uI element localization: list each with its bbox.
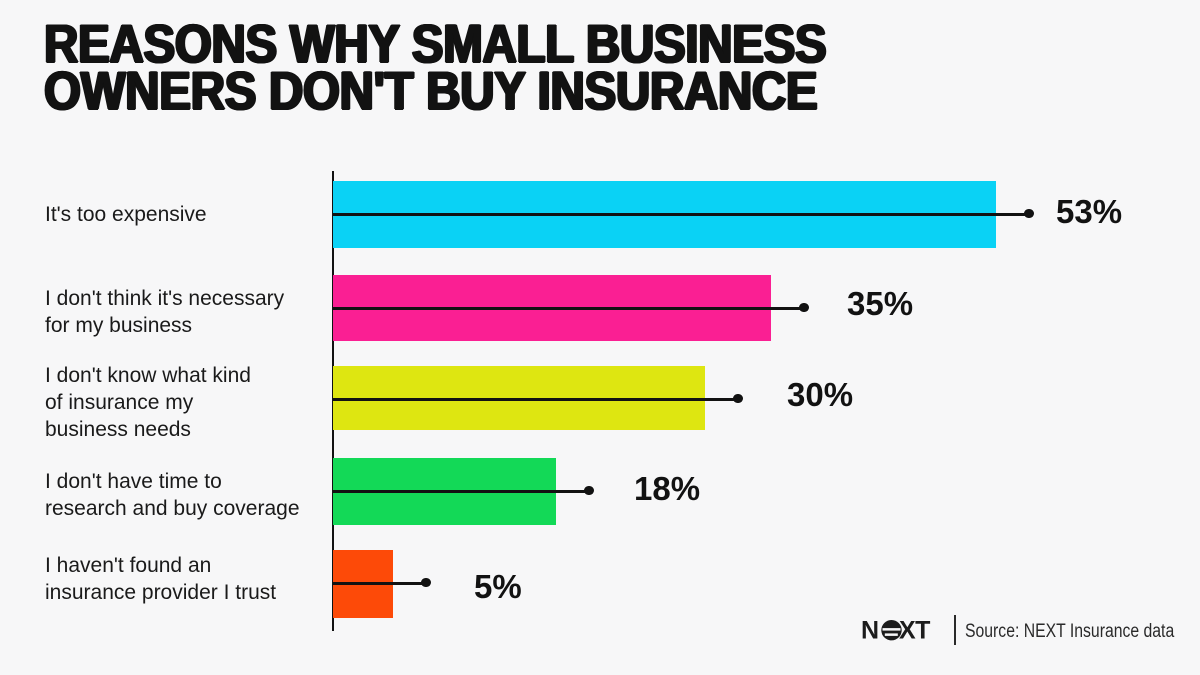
svg-text:XT: XT — [899, 617, 930, 643]
svg-text:N: N — [862, 617, 879, 643]
